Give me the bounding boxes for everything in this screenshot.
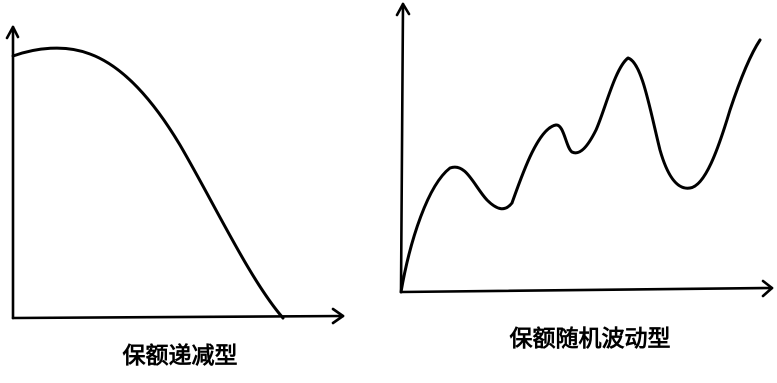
right-y-axis <box>399 2 405 294</box>
panel-decreasing <box>5 25 345 325</box>
right-fluctuating-curve <box>399 38 762 294</box>
caption-fluctuating: 保额随机波动型 <box>509 326 671 352</box>
left-x-axis <box>11 314 345 320</box>
right-x-axis <box>399 286 774 294</box>
left-x-arrowhead <box>331 307 345 325</box>
right-y-arrowhead <box>395 2 411 17</box>
right-x-arrowhead <box>761 279 774 298</box>
left-y-arrowhead <box>5 25 20 40</box>
panel-fluctuating <box>395 2 774 298</box>
caption-decreasing: 保额递减型 <box>122 343 238 369</box>
left-decreasing-curve <box>11 46 285 320</box>
